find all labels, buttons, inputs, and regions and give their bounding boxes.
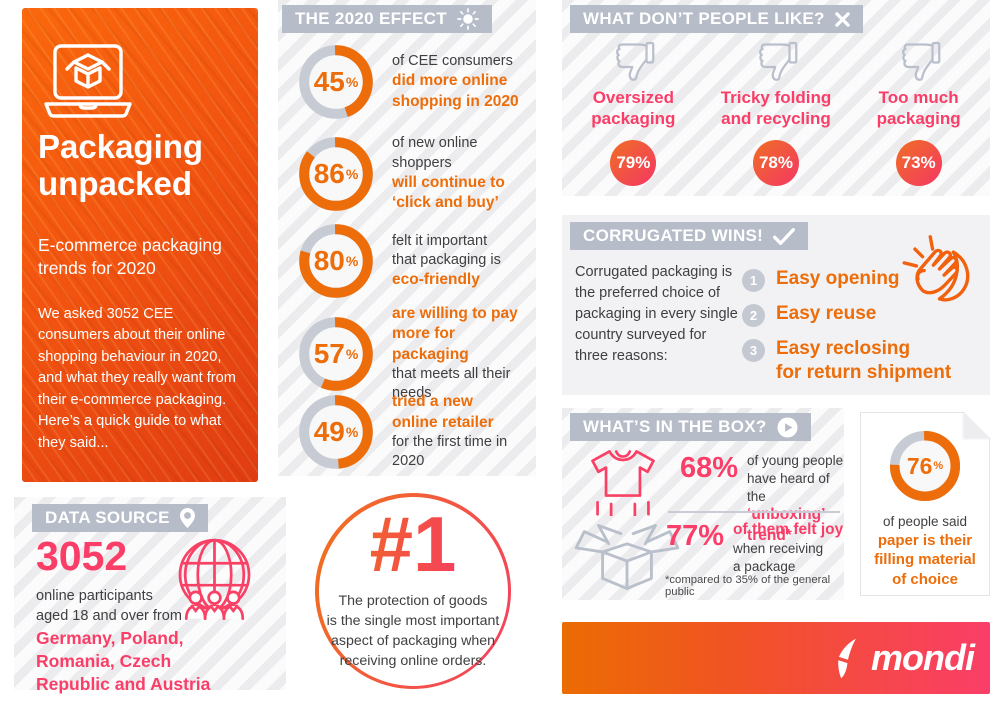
dislike-item-folding: Tricky folding and recycling 78% bbox=[709, 40, 843, 187]
laptop-box-icon bbox=[44, 44, 132, 118]
reason-2-text: Easy reuse bbox=[776, 303, 877, 324]
dislike-label: Oversized packaging bbox=[591, 88, 676, 128]
donut-80-value: 80% bbox=[313, 245, 359, 276]
x-icon bbox=[835, 11, 850, 27]
donut-57: 57% bbox=[294, 312, 378, 396]
donut-45-value: 45% bbox=[313, 66, 359, 97]
paper-text: of people said paper is their filling mate… bbox=[874, 514, 976, 588]
fact-joy-text: of them felt joy when receiving a package bbox=[733, 521, 844, 575]
corrugated-header-label: CORRUGATED WINS! bbox=[583, 226, 764, 245]
dislike-percent-badge: 78% bbox=[752, 140, 799, 187]
number-one-badge: #1 The protection of goods is the single… bbox=[315, 493, 511, 689]
effect-stat-80: 80% felt it important that packaging is ec… bbox=[294, 219, 530, 303]
corrugated-section: CORRUGATED WINS! Corrugated packaging is… bbox=[562, 215, 990, 395]
fact-joy-value: 77% bbox=[666, 520, 725, 552]
mondi-wordmark: mondi bbox=[871, 637, 975, 678]
number-one-text: The protection of goods is the single mo… bbox=[326, 592, 500, 670]
corrugated-body: Corrugated packaging is the preferred ch… bbox=[575, 264, 738, 365]
donut-57-value: 57% bbox=[313, 337, 359, 369]
effect-stat-86: 86% of new online shoppers will continue … bbox=[294, 132, 530, 216]
sun-icon bbox=[456, 8, 479, 30]
page-subtitle: E-commerce packaging trends for 2020 bbox=[38, 235, 222, 278]
participants-count: 3052 bbox=[36, 533, 128, 579]
dislikes-items: Oversized packaging 79% Tricky folding a… bbox=[562, 40, 990, 187]
reason-3-text: Easy reclosing for return shipment bbox=[776, 338, 952, 384]
open-box-icon bbox=[574, 524, 680, 590]
intro-text: We asked 3052 CEE consumers about their … bbox=[38, 306, 236, 451]
box-header-label: WHAT’S IN THE BOX? bbox=[583, 417, 767, 436]
dislike-label: Too much packaging bbox=[876, 88, 961, 128]
donut-86-value: 86% bbox=[313, 158, 359, 189]
number-one-rank: #1 bbox=[369, 499, 457, 588]
divider bbox=[668, 511, 840, 513]
reason-2-number: 2 bbox=[742, 304, 765, 327]
box-section: WHAT’S IN THE BOX? 68% of young people ha… bbox=[562, 408, 844, 600]
dislikes-header: WHAT DON’T PEOPLE LIKE? bbox=[570, 5, 863, 33]
effect-header: THE 2020 EFFECT bbox=[282, 5, 492, 33]
brand-bar: mondi bbox=[562, 622, 990, 694]
dislike-item-oversized: Oversized packaging 79% bbox=[566, 40, 700, 187]
clapping-hands-icon bbox=[902, 235, 970, 302]
reason-1-text: Easy opening bbox=[776, 268, 900, 289]
donut-80: 80% bbox=[294, 219, 378, 303]
effect-stat-49-text: tried a new online retailer for the first … bbox=[392, 393, 508, 470]
page-title: Packaging unpacked bbox=[38, 128, 204, 203]
effect-stat-57: 57% are willing to pay more for packaging… bbox=[294, 304, 530, 404]
corrugated-header: CORRUGATED WINS! bbox=[570, 222, 809, 250]
countries-list: Germany, Poland, Romania, Czech Republic… bbox=[36, 628, 211, 694]
effect-stat-80-text: felt it important that packaging is eco-fr… bbox=[392, 232, 501, 288]
effect-section: THE 2020 EFFECT 45% of CEE consumers did … bbox=[278, 0, 536, 476]
box-header: WHAT’S IN THE BOX? bbox=[570, 413, 811, 441]
thumbs-down-icon bbox=[901, 41, 941, 81]
donut-49: 49% bbox=[294, 390, 378, 474]
effect-stat-45-text: of CEE consumers did more online shopping … bbox=[392, 52, 519, 110]
dislike-label: Tricky folding and recycling bbox=[720, 88, 832, 128]
donut-76-value: 76% bbox=[906, 452, 944, 479]
footnote: *compared to 35% of the general public bbox=[665, 574, 831, 598]
effect-stat-45: 45% of CEE consumers did more online shopp… bbox=[294, 40, 530, 124]
effect-header-label: THE 2020 EFFECT bbox=[295, 9, 447, 28]
dislike-item-too-much: Too much packaging 73% bbox=[852, 40, 986, 187]
participants-desc: online participants aged 18 and over fro… bbox=[36, 588, 182, 624]
reason-3-number: 3 bbox=[742, 339, 765, 362]
effect-stat-86-text: of new online shoppers will continue to ‘c… bbox=[392, 135, 505, 212]
mondi-logo: mondi bbox=[831, 632, 975, 684]
data-source-header: DATA SOURCE bbox=[32, 504, 208, 532]
donut-49-value: 49% bbox=[313, 416, 359, 447]
dislikes-section: WHAT DON’T PEOPLE LIKE? Oversized packag… bbox=[562, 0, 990, 196]
reason-2: 2 Easy reuse bbox=[742, 302, 876, 327]
globe-people-icon bbox=[178, 538, 251, 620]
dislike-percent-badge: 79% bbox=[610, 140, 657, 187]
dislikes-header-label: WHAT DON’T PEOPLE LIKE? bbox=[583, 9, 825, 28]
mondi-leaf-icon bbox=[838, 638, 856, 679]
donut-76: 76% bbox=[885, 426, 965, 506]
reason-3: 3 Easy reclosing for return shipment bbox=[742, 337, 951, 386]
fact-unboxing: 68% of young people have heard of the ‘unb… bbox=[680, 452, 844, 546]
play-icon bbox=[777, 416, 798, 438]
location-pin-icon bbox=[179, 508, 195, 528]
data-source-section: DATA SOURCE 3052 online participants age… bbox=[14, 497, 286, 694]
data-source-header-label: DATA SOURCE bbox=[45, 508, 170, 527]
hero-card: Packaging unpacked E-commerce packaging … bbox=[22, 8, 258, 482]
donut-86: 86% bbox=[294, 132, 378, 216]
dislike-percent-badge: 73% bbox=[895, 140, 942, 187]
reason-1: 1 Easy opening bbox=[742, 267, 900, 292]
thumbs-down-icon bbox=[759, 41, 798, 81]
paper-card: 76% of people said paper is their filling … bbox=[860, 412, 990, 596]
thumbs-down-icon bbox=[616, 41, 655, 81]
effect-stat-49: 49% tried a new online retailer for the fi… bbox=[294, 390, 530, 474]
donut-45: 45% bbox=[294, 40, 378, 124]
fact-joy: 77% of them felt joy when receiving a pack… bbox=[666, 520, 843, 576]
tshirt-icon bbox=[591, 450, 655, 516]
check-icon bbox=[773, 227, 796, 245]
fact-unboxing-text: of young people have heard of the ‘unboxin… bbox=[747, 453, 844, 544]
effect-stat-57-text: are willing to pay more for packaging that… bbox=[392, 305, 518, 402]
reason-1-number: 1 bbox=[742, 269, 765, 292]
fact-unboxing-value: 68% bbox=[680, 452, 739, 484]
